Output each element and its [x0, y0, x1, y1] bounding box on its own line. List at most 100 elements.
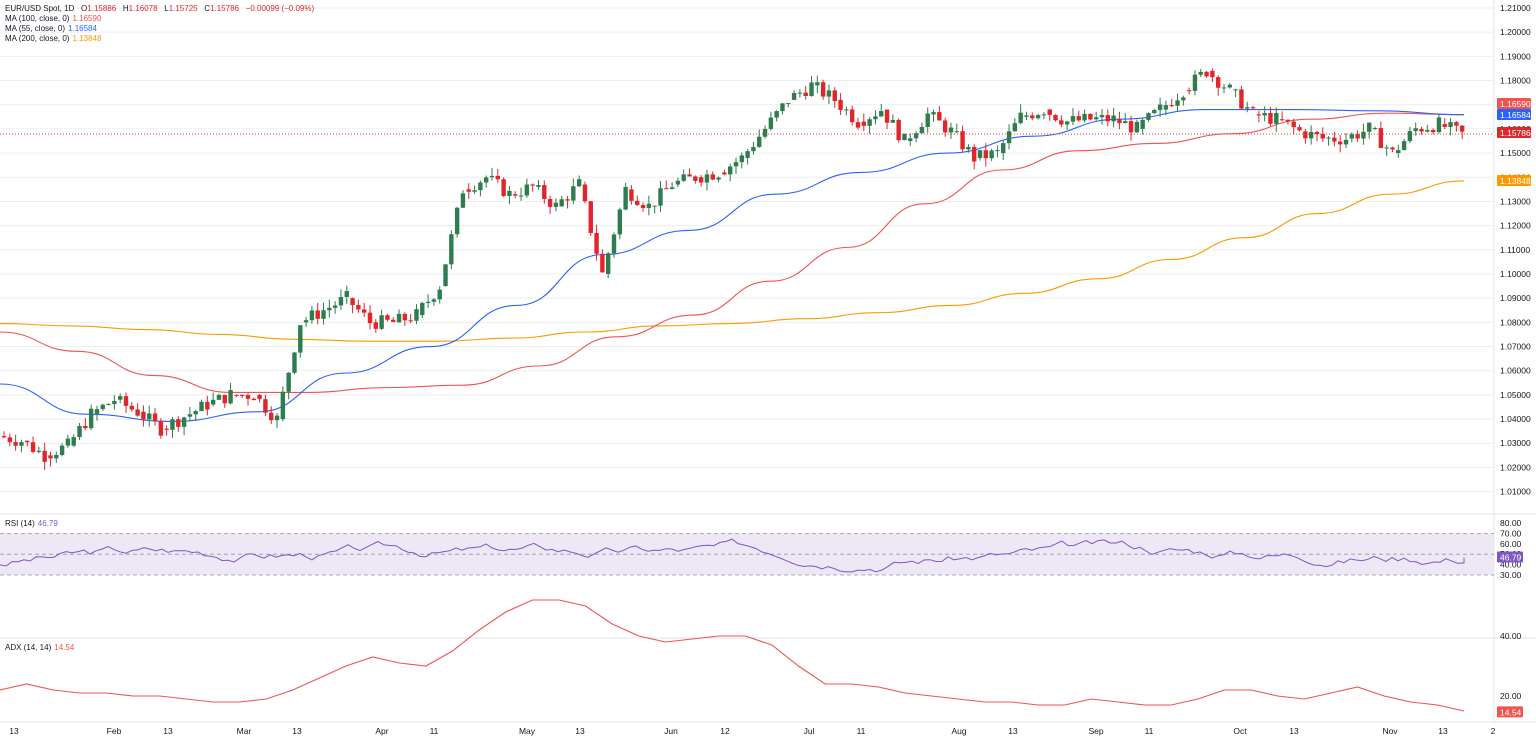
candle-body: [1367, 122, 1372, 132]
candle-body: [617, 209, 623, 235]
y-tick-label: 1.12000: [1500, 221, 1531, 231]
candle-body: [815, 82, 820, 86]
candle-body: [757, 136, 762, 147]
candle-body: [1123, 121, 1128, 124]
candle-body: [1337, 141, 1343, 145]
candle-body: [745, 151, 750, 158]
ma100-value: 1.16590: [72, 14, 102, 23]
candle-body: [733, 162, 739, 167]
candle-body: [210, 399, 216, 405]
candle-body: [925, 113, 930, 127]
candle-body: [269, 412, 274, 421]
adx-legend[interactable]: ADX (14, 14) 14.54: [5, 643, 74, 653]
ma55-legend[interactable]: MA (55, close, 0) 1.16584: [5, 24, 97, 34]
candle-body: [710, 174, 715, 180]
rsi-tick-label: 40.00: [1500, 560, 1522, 570]
candle-body: [571, 186, 576, 201]
x-tick-label: May: [519, 726, 536, 736]
candle-body: [332, 305, 338, 308]
candle-body: [855, 122, 861, 128]
candle-body: [588, 201, 593, 233]
candle-body: [385, 315, 390, 320]
candle-body: [908, 138, 913, 141]
candle-body: [129, 405, 135, 410]
candle-body: [1111, 115, 1116, 122]
candle-body: [1204, 71, 1209, 77]
y-tick-label: 1.08000: [1500, 317, 1531, 327]
x-tick-label: 13: [575, 726, 585, 736]
candle-body: [443, 264, 448, 287]
candle-body: [542, 185, 547, 199]
candle-body: [1250, 107, 1256, 109]
x-tick-label: Mar: [237, 726, 252, 736]
candle-body: [420, 303, 425, 316]
close-label: C: [204, 4, 211, 13]
candle-body: [791, 92, 797, 100]
price-label-tag: [1497, 109, 1531, 120]
candle-body: [762, 128, 768, 137]
candle-body: [832, 90, 837, 102]
candle-body: [414, 309, 419, 321]
candle-body: [234, 394, 239, 396]
open-label: O: [81, 4, 88, 13]
candle-body: [437, 289, 442, 300]
candle-body: [727, 166, 733, 175]
candle-body: [460, 193, 466, 208]
candle-body: [1349, 134, 1355, 139]
candle-body: [1454, 122, 1459, 126]
candle-body: [971, 146, 977, 162]
candle-body: [1227, 84, 1233, 88]
candle-body: [902, 133, 907, 141]
candle-body: [1308, 131, 1314, 139]
x-tick-label: Oct: [1233, 726, 1247, 736]
candle-body: [112, 400, 117, 405]
y-tick-label: 1.18000: [1500, 76, 1531, 86]
candle-body: [483, 177, 489, 183]
price-label-tag: [1497, 98, 1531, 109]
candle-body: [94, 409, 100, 415]
candle-body: [861, 121, 867, 126]
rsi-tick-label: 60.00: [1500, 539, 1522, 549]
candle-body: [106, 404, 111, 406]
candle-body: [338, 297, 344, 306]
candle-body: [1134, 121, 1140, 133]
candle-body: [995, 150, 1000, 152]
y-tick-label: 1.20000: [1500, 27, 1531, 37]
candle-body: [13, 442, 18, 446]
change-value: −0.00099 (−0.09%): [245, 4, 315, 13]
x-tick-label: 13: [163, 726, 173, 736]
adx-line: [0, 599, 1465, 712]
candle-body: [257, 394, 262, 400]
y-tick-label: 1.09000: [1500, 293, 1531, 303]
candle-body: [431, 299, 437, 302]
candle-body: [1152, 110, 1157, 114]
candle-body: [309, 310, 315, 321]
candle-body: [1059, 120, 1064, 125]
candle-body: [425, 301, 431, 304]
candle-body: [478, 182, 483, 191]
candle-body: [181, 417, 187, 427]
candle-body: [669, 187, 675, 189]
x-tick-label: Feb: [107, 726, 122, 736]
candle-body: [303, 320, 309, 323]
candle-body: [977, 150, 983, 158]
candle-body: [559, 199, 564, 207]
candle-body: [879, 111, 884, 117]
candle-body: [693, 176, 698, 181]
ma100-legend[interactable]: MA (100, close, 0) 1.16590: [5, 14, 101, 24]
candle-body: [327, 307, 332, 311]
candle-body: [681, 174, 686, 181]
candle-body: [1030, 115, 1035, 119]
candle-body: [1093, 117, 1099, 120]
x-tick-label: 13: [9, 726, 19, 736]
candle-body: [1459, 125, 1465, 132]
ma200-legend[interactable]: MA (200, close, 0) 1.13848: [5, 34, 101, 44]
rsi-legend[interactable]: RSI (14) 46.79: [5, 519, 58, 529]
candle-body: [1070, 116, 1076, 122]
candle-body: [1117, 119, 1122, 124]
candle-body: [402, 313, 408, 321]
candle-body: [141, 411, 146, 420]
candle-body: [193, 411, 198, 415]
y-tick-label: 1.19000: [1500, 51, 1531, 61]
